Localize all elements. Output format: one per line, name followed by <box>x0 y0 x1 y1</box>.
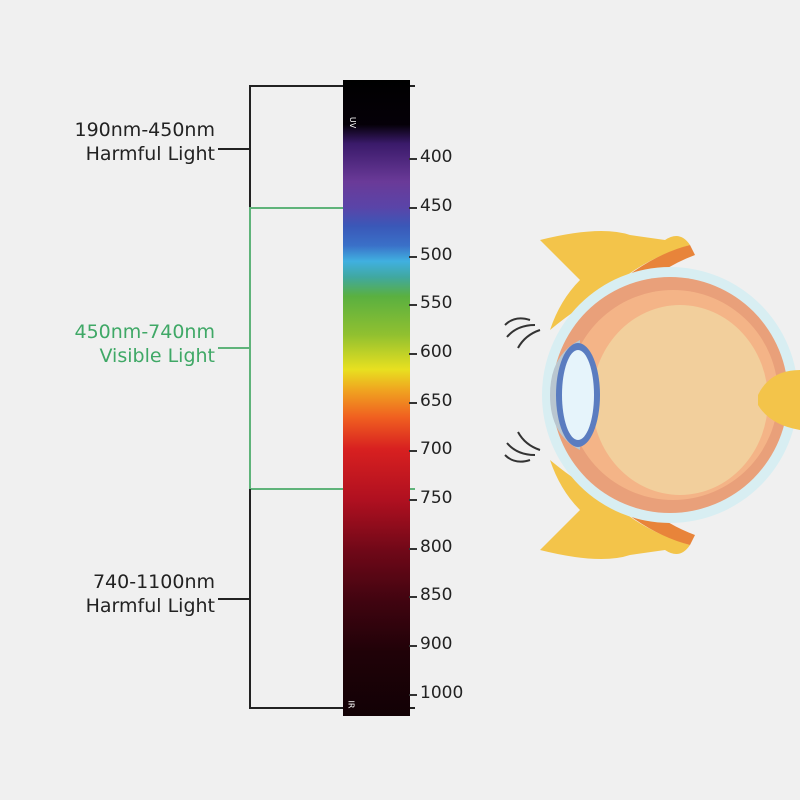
eye-cross-section-icon <box>504 231 800 559</box>
spectrum-bar <box>343 80 410 716</box>
tick-label: 800 <box>420 537 453 557</box>
tick-mark <box>409 402 417 404</box>
uv-range-desc: Harmful Light <box>85 143 215 165</box>
tick-mark <box>409 499 417 501</box>
uv-range-label: 190nm-450nm Harmful Light <box>15 118 216 166</box>
visible-range-label: 450nm-740nm Visible Light <box>15 320 216 368</box>
tick-label: 900 <box>420 634 453 654</box>
ir-range-label: 740-1100nm Harmful Light <box>15 570 215 618</box>
uv-bracket-pointer <box>218 148 250 150</box>
visible-range-nm: 450nm-740nm <box>74 321 216 343</box>
tick-mark <box>409 596 417 598</box>
uv-marker: UV <box>348 116 358 129</box>
ir-range-nm: 740-1100nm <box>92 571 215 593</box>
visible-range-desc: Visible Light <box>99 345 215 367</box>
visible-bracket-top <box>249 207 415 209</box>
ir-bracket-bottom <box>249 707 415 709</box>
visible-bracket-pointer <box>218 347 250 349</box>
visible-bracket-bottom <box>249 488 415 490</box>
tick-mark <box>409 158 417 160</box>
tick-label: 1000 <box>420 683 464 703</box>
tick-mark <box>409 207 417 209</box>
tick-mark <box>409 450 417 452</box>
tick-label: 450 <box>420 196 453 216</box>
tick-label: 400 <box>420 147 453 167</box>
tick-label: 550 <box>420 293 453 313</box>
uv-range-nm: 190nm-450nm <box>74 119 216 141</box>
ir-marker: IR <box>346 700 356 709</box>
tick-mark <box>409 694 417 696</box>
tick-label: 700 <box>420 439 453 459</box>
uv-bracket-vertical <box>249 85 251 207</box>
uv-bracket-top <box>249 85 415 87</box>
tick-mark <box>409 548 417 550</box>
tick-mark <box>409 256 417 258</box>
tick-mark <box>409 304 417 306</box>
tick-label: 850 <box>420 585 453 605</box>
tick-mark <box>409 645 417 647</box>
tick-label: 750 <box>420 488 453 508</box>
ir-bracket-pointer <box>218 598 250 600</box>
tick-label: 650 <box>420 391 453 411</box>
tick-label: 500 <box>420 245 453 265</box>
tick-label: 600 <box>420 342 453 362</box>
tick-mark <box>409 353 417 355</box>
ir-range-desc: Harmful Light <box>85 595 215 617</box>
